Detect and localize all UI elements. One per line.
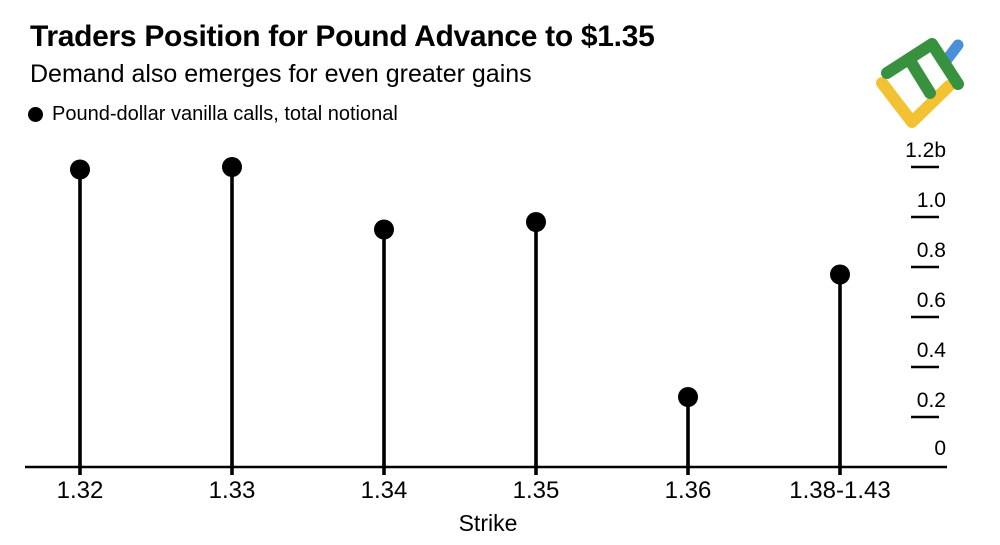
data-point-dot	[678, 387, 698, 407]
logo-green-f-stem	[881, 38, 964, 90]
data-point-dot	[526, 212, 546, 232]
legend-label: Pound-dollar vanilla calls, total notion…	[52, 103, 398, 125]
x-tick-label: 1.33	[209, 477, 256, 504]
y-tick-label: 0	[934, 437, 946, 460]
x-axis-title: Strike	[459, 510, 518, 536]
x-tick-label: 1.32	[57, 477, 104, 504]
y-tick-label: 1.2b	[905, 139, 946, 162]
data-point-dot	[222, 157, 242, 177]
x-tick-label: 1.36	[665, 477, 712, 504]
y-tick-label: 0.2	[917, 389, 946, 412]
logo-green-f-bar	[903, 53, 936, 99]
data-point-dot	[70, 159, 90, 180]
y-tick-label: 0.4	[917, 339, 947, 362]
chart-title: Traders Position for Pound Advance to $1…	[30, 20, 655, 53]
x-tick-label: 1.34	[361, 477, 408, 504]
y-tick-label: 1.0	[917, 189, 946, 212]
y-tick-label: 0.8	[917, 239, 946, 262]
legend-dot-marker	[28, 107, 43, 122]
legend: Pound-dollar vanilla calls, total notion…	[28, 103, 398, 126]
y-tick-label: 0.6	[917, 289, 946, 312]
data-point-dot	[830, 264, 850, 285]
x-tick-label: 1.35	[513, 477, 560, 504]
x-tick-label: 1.38-1.43	[789, 477, 890, 504]
data-point-dot	[374, 219, 394, 240]
litefinance-logo	[876, 38, 964, 128]
chart-subtitle: Demand also emerges for even greater gai…	[30, 60, 532, 88]
logo-yellow-check	[876, 77, 955, 128]
